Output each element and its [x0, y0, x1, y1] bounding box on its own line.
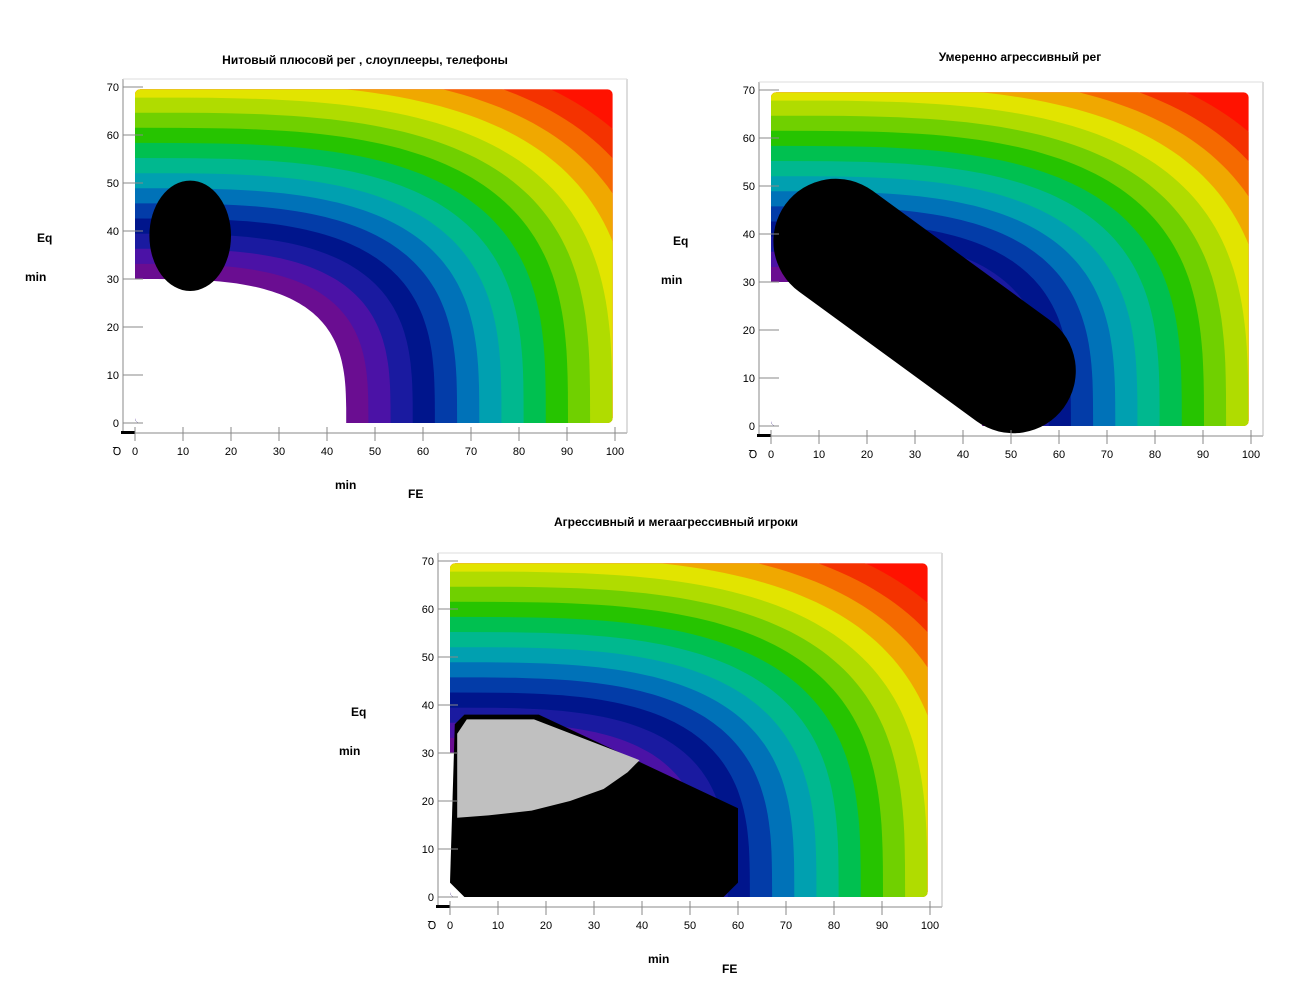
chart-1-band-0	[135, 279, 347, 424]
chart-2-ytick-label: 60	[743, 133, 755, 145]
chart-1-xtick-label: 80	[513, 446, 525, 458]
chart-1-xtick-label: 0	[132, 446, 138, 458]
chart-3-title: Агрессивный и мегаагрессивный игроки	[554, 515, 798, 529]
chart-1-region-0	[149, 180, 231, 291]
chart-2-ylabel-min: min	[661, 273, 683, 287]
chart-1-ytick-label: 40	[107, 226, 119, 238]
chart-1-ylabel-eq: Eq	[37, 231, 53, 245]
chart-1-xtick-label: 90	[561, 446, 573, 458]
chart-2-origin-glyph: Ꝺ	[749, 449, 758, 461]
chart-2-xtick-label: 50	[1005, 449, 1017, 461]
chart-2-ytick-label: 10	[743, 373, 755, 385]
chart-2-xtick-label: 80	[1149, 449, 1161, 461]
chart-2-regions	[773, 178, 1076, 434]
chart-3-xtick-label: 70	[780, 920, 792, 932]
chart-3-xtick-label: 10	[492, 920, 504, 932]
chart-1-corner-mark	[121, 431, 135, 434]
chart-2-ytick-label: 20	[743, 325, 755, 337]
chart-3-ytick-label: 30	[422, 748, 434, 760]
chart-2-xtick-label: 100	[1242, 449, 1260, 461]
chart-1: 0 10 20 30 40 50 60 70 0 10 20 30 40 50 60 70 80 90 100 Ꝺ	[107, 78, 628, 458]
chart-3-xtick-label: 0	[447, 920, 453, 932]
chart-3-xtick-label: 30	[588, 920, 600, 932]
chart-1-ytick-label: 50	[107, 178, 119, 190]
chart-2-ytick-label: 40	[743, 229, 755, 241]
chart-3-axes: 0 10 20 30 40 50 60 70 0 10 20 30 40 50 60 70 80 90 100 Ꝺ	[422, 552, 943, 932]
chart-1-xtick-label: 50	[369, 446, 381, 458]
chart-3-ytick-label: 60	[422, 604, 434, 616]
chart-1-xtick-label: 60	[417, 446, 429, 458]
chart-3-xtick-label: 50	[684, 920, 696, 932]
chart-1-ytick-label: 60	[107, 130, 119, 142]
chart-2: 0 10 20 30 40 50 60 70 0 10 20 30 40 50 60 70 80 90 100 Ꝺ	[743, 81, 1264, 461]
chart-2-ytick-label: 50	[743, 181, 755, 193]
chart-2-xtick-label: 0	[768, 449, 774, 461]
chart-3-corner-mark	[436, 905, 450, 908]
chart-1-ytick-label: 0	[113, 418, 119, 430]
chart-3-xtick-label: 80	[828, 920, 840, 932]
chart-2-xtick-label: 60	[1053, 449, 1065, 461]
chart-3: 0 10 20 30 40 50 60 70 0 10 20 30 40 50 60 70 80 90 100 Ꝺ	[422, 552, 943, 932]
chart-3-region-1	[457, 719, 640, 818]
chart-3-regions	[450, 714, 738, 897]
chart-3-ytick-label: 10	[422, 844, 434, 856]
chart-1-xlabel-fe: FE	[408, 487, 424, 501]
chart-2-ytick-label: 70	[743, 85, 755, 97]
chart-2-xtick-label: 90	[1197, 449, 1209, 461]
chart-1-title: Нитовый плюсовй рег , слоуплееры, телефо…	[222, 53, 508, 67]
chart-3-xlabel-min: min	[648, 952, 670, 966]
chart-3-ytick-label: 0	[428, 892, 434, 904]
chart-2-xtick-label: 10	[813, 449, 825, 461]
chart-3-xtick-label: 40	[636, 920, 648, 932]
chart-1-xlabel-min: min	[335, 478, 357, 492]
chart-2-ytick-label: 0	[749, 421, 755, 433]
chart-1-ytick-label: 70	[107, 82, 119, 94]
chart-2-corner-mark	[757, 434, 771, 437]
chart-3-origin-glyph: Ꝺ	[428, 920, 437, 932]
chart-1-ylabel-min: min	[25, 270, 47, 284]
chart-2-axes: 0 10 20 30 40 50 60 70 0 10 20 30 40 50 60 70 80 90 100 Ꝺ	[743, 81, 1264, 461]
chart-3-xtick-label: 100	[921, 920, 939, 932]
chart-1-xtick-label: 40	[321, 446, 333, 458]
chart-1-axes: 0 10 20 30 40 50 60 70 0 10 20 30 40 50 60 70 80 90 100 Ꝺ	[107, 78, 628, 458]
chart-1-ytick-label: 30	[107, 274, 119, 286]
chart-3-ytick-label: 70	[422, 556, 434, 568]
chart-3-ylabel-eq: Eq	[351, 705, 367, 719]
chart-1-regions	[149, 180, 231, 291]
chart-3-ylabel-min: min	[339, 744, 361, 758]
chart-1-origin-glyph: Ꝺ	[113, 446, 122, 458]
chart-3-ytick-label: 20	[422, 796, 434, 808]
chart-3-ytick-label: 40	[422, 700, 434, 712]
chart-2-xtick-label: 40	[957, 449, 969, 461]
chart-1-xtick-label: 30	[273, 446, 285, 458]
chart-1-xtick-label: 10	[177, 446, 189, 458]
chart-3-xlabel-fe: FE	[722, 962, 738, 976]
chart-2-xtick-label: 70	[1101, 449, 1113, 461]
chart-1-ytick-label: 10	[107, 370, 119, 382]
chart-2-ylabel-eq: Eq	[673, 234, 689, 248]
chart-1-xtick-label: 100	[606, 446, 624, 458]
chart-1-xtick-label: 20	[225, 446, 237, 458]
chart-3-ytick-label: 50	[422, 652, 434, 664]
chart-1-ytick-label: 20	[107, 322, 119, 334]
chart-3-xtick-label: 20	[540, 920, 552, 932]
chart-2-title: Умеренно агрессивный рег	[938, 50, 1102, 64]
chart-2-region-0	[773, 178, 1076, 434]
chart-1-xtick-label: 70	[465, 446, 477, 458]
chart-2-xtick-label: 30	[909, 449, 921, 461]
chart-2-xtick-label: 20	[861, 449, 873, 461]
chart-2-ytick-label: 30	[743, 277, 755, 289]
chart-3-xtick-label: 90	[876, 920, 888, 932]
chart-3-xtick-label: 60	[732, 920, 744, 932]
